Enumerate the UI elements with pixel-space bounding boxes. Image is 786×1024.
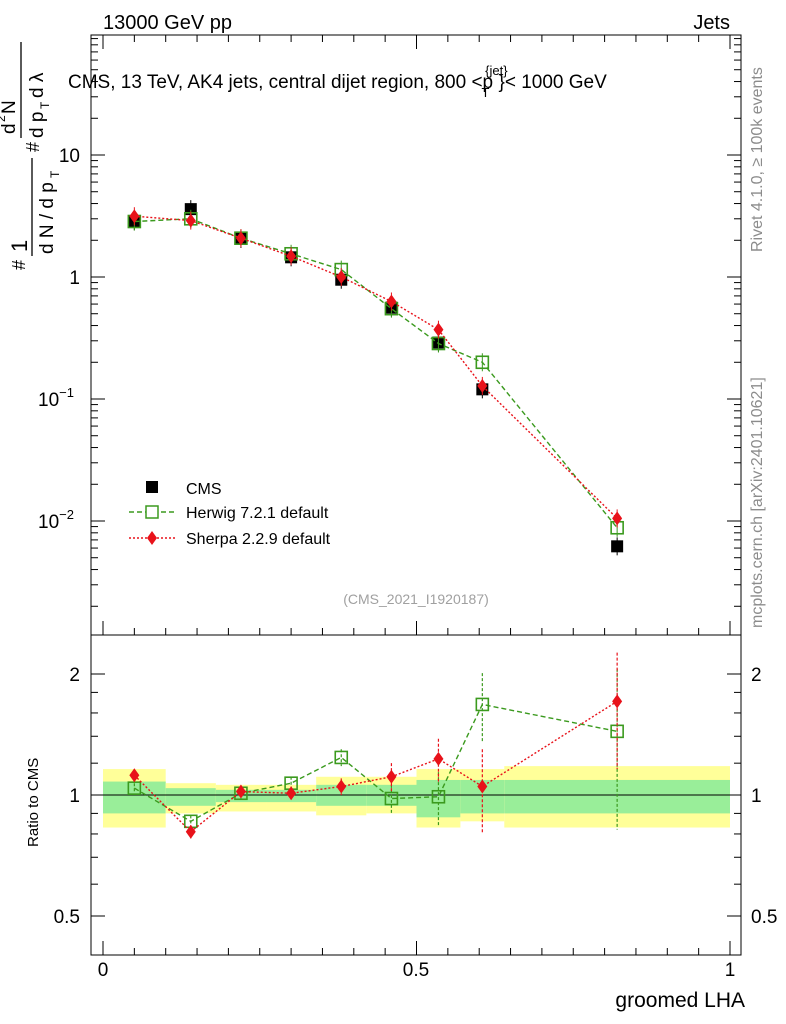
ratio-panel-axes [91,673,741,955]
ratio-point-sherpa [185,824,196,839]
top-panel-axes [91,35,741,635]
ratio-point-sherpa [612,694,623,709]
ratio-point-herwig [334,750,349,765]
svg-text:T: T [48,170,62,178]
point-sherpa [129,209,140,224]
legend: CMS Herwig 7.2.1 default Sherpa 2.2.9 de… [129,481,331,548]
svg-text:d: d [0,123,20,134]
svg-text:N: N [0,100,20,114]
svg-text:d p: d p [27,112,48,138]
point-sherpa [477,378,488,393]
y-tick-label-0.1: 10−1 [38,385,74,411]
header-left: 13000 GeV pp [103,12,232,34]
point-herwig [475,355,490,370]
ratio-uncertainty-bands [103,766,730,828]
rivet-version: Rivet 4.1.0, ≥ 100k events [749,67,766,252]
point-cms [611,540,624,553]
y-axis-label: # 1 d N / d p T # d 2 N d p T d λ [0,42,62,270]
chart-title: CMS, 13 TeV, AK4 jets, central dijet reg… [68,63,607,100]
x-tick-label-1: 1 [725,960,736,981]
legend-marker-sherpa [147,531,157,545]
ratio-point-sherpa [129,768,140,783]
svg-text:d λ: d λ [27,72,48,98]
legend-marker-herwig [145,505,159,519]
point-sherpa [612,511,623,526]
ratio-line-herwig [133,703,618,823]
x-tick-label-0: 0 [98,960,109,981]
analysis-tag: (CMS_2021_I1920187) [343,591,489,607]
svg-text:T: T [38,101,52,109]
svg-text:#: # [23,142,43,152]
ratio-point-herwig [127,781,142,795]
ratio-tick-label-2-right: 2 [751,665,762,686]
ratio-point-sherpa [477,779,488,794]
point-sherpa [433,322,444,337]
point-sherpa [386,294,397,309]
x-tick-label-0.5: 0.5 [403,960,429,981]
x-axis-label: groomed LHA [615,989,745,1012]
ratio-tick-label-2-left: 2 [69,665,80,686]
ratio-point-sherpa [336,779,347,794]
point-sherpa [336,270,347,284]
point-sherpa [185,213,196,228]
point-sherpa [235,231,246,246]
ratio-axis-label: Ratio to CMS [25,758,42,847]
ratio-tick-label-0.5-left: 0.5 [54,907,80,928]
ratio-point-herwig [475,697,490,712]
ratio-band-inner [103,781,166,814]
ratio-point-sherpa [235,784,246,799]
header-right: Jets [693,12,730,34]
series-line-sherpa [134,215,618,519]
point-herwig [431,336,446,351]
y-tick-label-10: 10 [59,146,80,167]
source-note: mcplots.cern.ch [arXiv:2401.10621] [749,377,766,628]
ratio-point-sherpa [433,751,444,766]
point-sherpa [286,249,297,264]
ratio-tick-label-0.5-right: 0.5 [751,907,777,928]
y-tick-label-1: 1 [69,268,80,289]
legend-label-sherpa: Sherpa 2.2.9 default [186,531,331,548]
ratio-panel-series [127,652,624,839]
svg-text:#: # [9,260,29,270]
series-line-herwig [134,218,618,529]
legend-label-cms: CMS [186,481,222,498]
ratio-point-herwig [431,789,446,804]
y-tick-label-0.01: 10−2 [38,507,74,533]
ratio-band-inner [165,788,216,806]
svg-text:d N / d p: d N / d p [37,182,58,254]
ratio-point-sherpa [286,786,297,801]
ratio-point-herwig [384,791,399,806]
top-panel-series [127,200,624,556]
svg-text:1: 1 [7,240,32,252]
legend-label-herwig: Herwig 7.2.1 default [186,505,329,522]
svg-text:2: 2 [0,115,8,122]
legend-marker-cms [146,481,158,493]
ratio-tick-label-1-right: 1 [751,786,762,807]
ratio-tick-label-1-left: 1 [69,786,80,807]
ratio-point-sherpa [386,769,397,784]
